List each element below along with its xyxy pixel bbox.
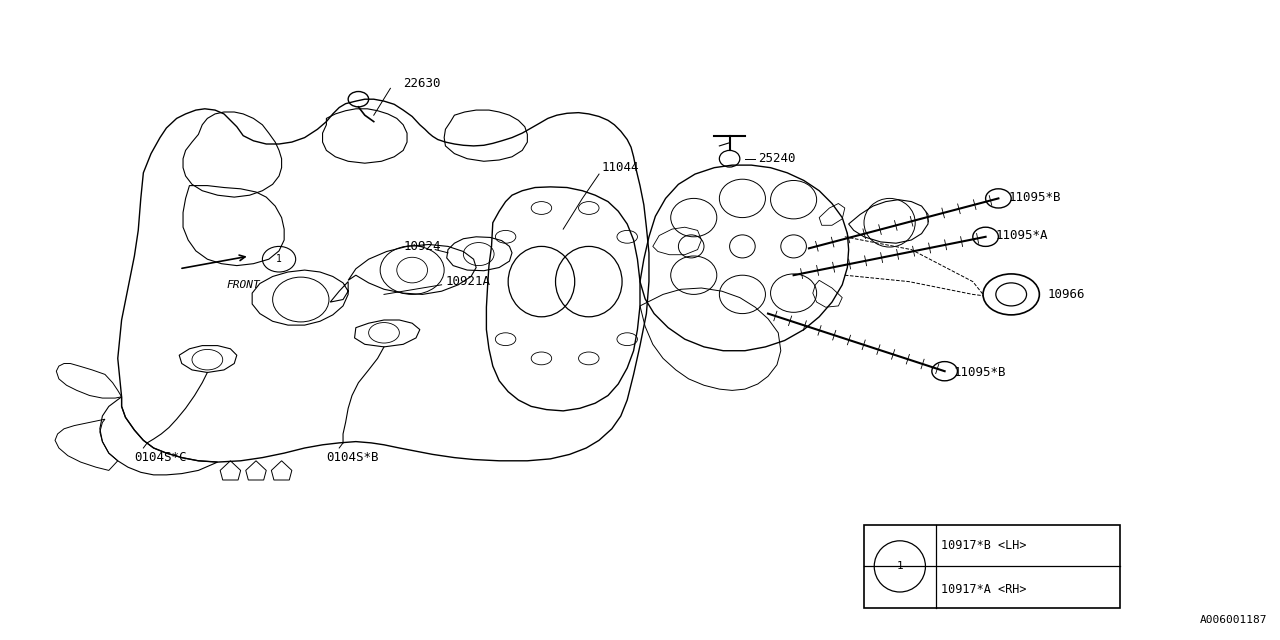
Text: 10921A: 10921A xyxy=(445,275,490,288)
Text: A006001187: A006001187 xyxy=(1199,614,1267,625)
Text: 11095*B: 11095*B xyxy=(954,366,1006,379)
Text: 11095*B: 11095*B xyxy=(1009,191,1061,204)
Text: 25240: 25240 xyxy=(758,152,795,165)
Text: 10966: 10966 xyxy=(1047,288,1084,301)
Ellipse shape xyxy=(932,362,957,381)
Text: 11044: 11044 xyxy=(602,161,639,174)
Ellipse shape xyxy=(986,189,1011,208)
Text: 1: 1 xyxy=(896,561,904,572)
Text: FRONT: FRONT xyxy=(227,280,260,290)
Text: 0104S*C: 0104S*C xyxy=(134,451,187,464)
Text: 0104S*B: 0104S*B xyxy=(326,451,379,464)
Text: 10917*A <RH>: 10917*A <RH> xyxy=(941,583,1027,596)
Bar xyxy=(864,525,1120,608)
Text: 10917*B <LH>: 10917*B <LH> xyxy=(941,539,1027,552)
Text: 1: 1 xyxy=(276,254,282,264)
Text: 22630: 22630 xyxy=(403,77,440,90)
Ellipse shape xyxy=(973,227,998,246)
Text: 10924: 10924 xyxy=(403,240,440,253)
Text: 11095*A: 11095*A xyxy=(996,229,1048,242)
